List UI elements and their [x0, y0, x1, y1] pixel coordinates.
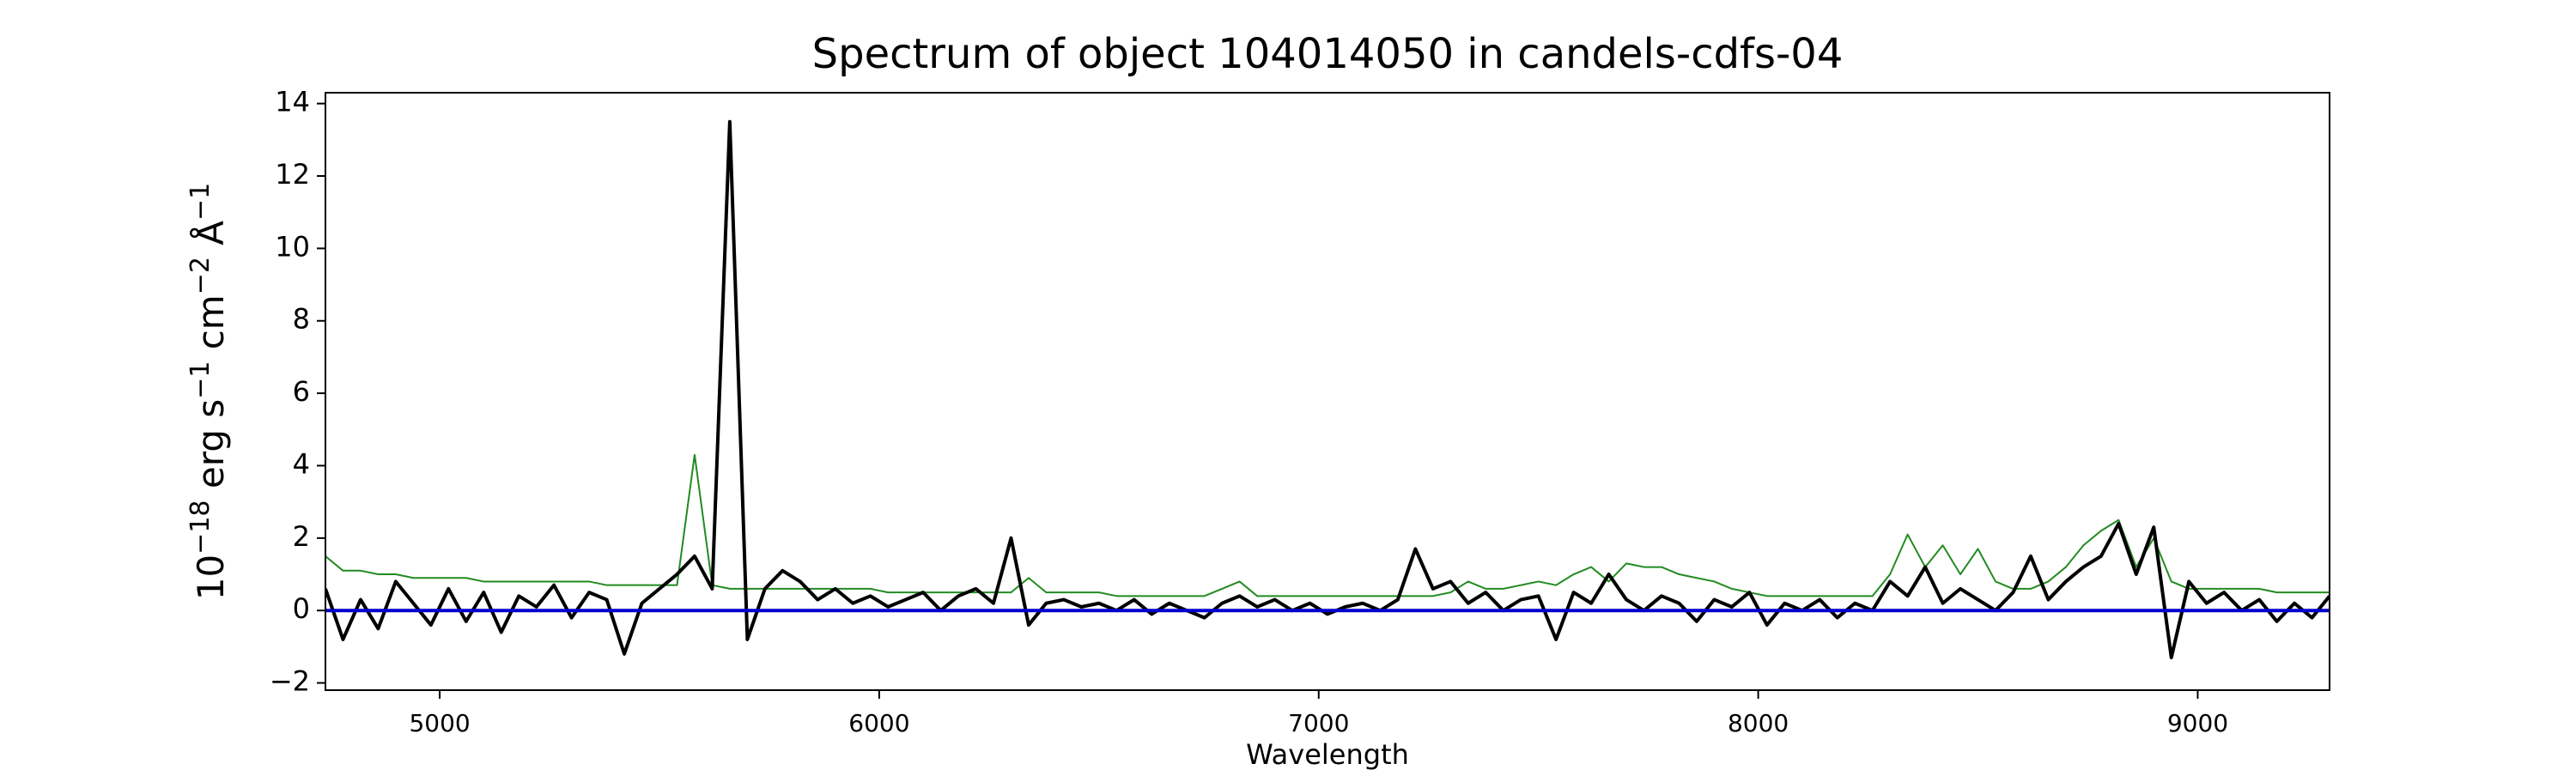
spectrum-line — [325, 453, 2330, 597]
y-tick-label: 0 — [293, 592, 310, 625]
y-tick-label: 6 — [293, 375, 310, 408]
x-tick-label: 7000 — [1288, 709, 1349, 737]
y-tick-label: 12 — [275, 158, 310, 191]
y-axis-label: 10−18 erg s−1 cm−2 Å−1 — [185, 183, 233, 601]
x-tick-label: 9000 — [2167, 709, 2228, 737]
y-axis-label-part: erg s — [190, 399, 232, 500]
x-tick-label: 5000 — [409, 709, 470, 737]
x-tick-label: 8000 — [1728, 709, 1789, 737]
y-axis-label-part: cm — [190, 294, 232, 361]
y-axis-label-part: Å — [189, 221, 232, 257]
axes-frame — [325, 92, 2330, 691]
y-tick-label: 10 — [275, 230, 310, 263]
y-tick-label: 14 — [275, 86, 310, 118]
y-tick-label: 2 — [293, 520, 310, 553]
y-axis-label-part: 10 — [190, 555, 232, 600]
plot-area — [325, 119, 2330, 660]
x-axis-label: Wavelength — [1246, 738, 1409, 771]
y-axis-label-superscript: −2 — [185, 257, 216, 294]
y-tick-label: 4 — [293, 447, 310, 480]
y-axis-label-superscript: −1 — [185, 361, 216, 399]
x-tick-label: 6000 — [848, 709, 909, 737]
chart-title: Spectrum of object 104014050 in candels-… — [812, 30, 1844, 78]
y-tick-label: 8 — [293, 303, 310, 336]
y-tick-label: −2 — [270, 665, 310, 698]
y-axis-label-superscript: −18 — [185, 500, 216, 555]
y-axis-label-superscript: −1 — [185, 183, 216, 221]
